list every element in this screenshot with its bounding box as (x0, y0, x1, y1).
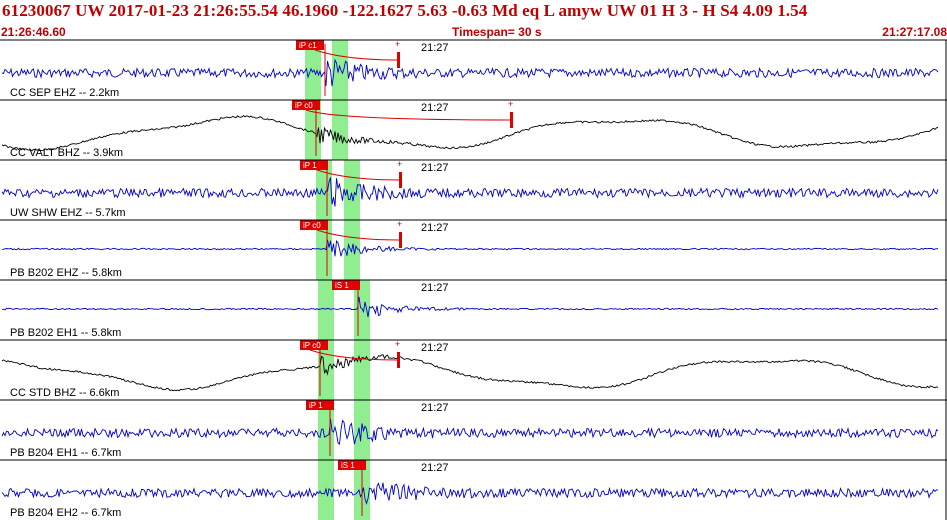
trace-time-label: 21:27 (421, 162, 449, 174)
trace-time-label: 21:27 (421, 222, 449, 234)
coda-end-marker[interactable] (510, 112, 513, 128)
waveform-line (1, 177, 939, 207)
pick-flag[interactable] (296, 40, 324, 50)
trace-time-label: 21:27 (421, 462, 449, 474)
coda-end-marker[interactable] (397, 52, 400, 68)
pick-window (344, 160, 360, 220)
plus-marker: + (395, 339, 400, 349)
coda-end-marker[interactable] (399, 232, 402, 248)
trace-panel[interactable]: + iP c0 21:27 PB B202 EHZ -- 5.8km (0, 219, 947, 280)
trace-panel[interactable]: + iP 1 21:27 UW SHW EHZ -- 5.7km (0, 159, 947, 220)
pick-flag-label: iS 1 (341, 461, 355, 470)
trace-panel[interactable]: iS 1 21:27 PB B204 EH2 -- 6.7km (0, 459, 947, 520)
pick-flag-label: iP 1 (309, 401, 323, 410)
waveform-line (1, 482, 938, 505)
waveform-line (1, 115, 939, 152)
pick-flag[interactable] (332, 280, 360, 290)
trace-channel-label: CC SEP EHZ -- 2.2km (10, 87, 119, 99)
trace-channel-label: PB B202 EHZ -- 5.8km (10, 267, 122, 279)
trace-channel-label: UW SHW EHZ -- 5.7km (10, 207, 126, 219)
pick-flag[interactable] (338, 460, 366, 470)
plus-marker: + (395, 39, 400, 49)
pick-flag[interactable] (300, 220, 328, 230)
pick-flag[interactable] (300, 340, 328, 350)
trace-time-label: 21:27 (421, 102, 449, 114)
coda-end-marker[interactable] (399, 172, 402, 188)
trace-time-label: 21:27 (421, 42, 449, 54)
trace-panel[interactable]: iP 1 21:27 PB B204 EH1 -- 6.7km (0, 399, 947, 460)
start-time-label: 21:26:46.60 (1, 25, 66, 39)
pick-window (354, 400, 370, 460)
pick-flag-label: iS 1 (335, 281, 349, 290)
pick-flag[interactable] (300, 160, 328, 170)
coda-end-marker[interactable] (397, 352, 400, 368)
event-summary-line: 61230067 UW 2017-01-23 21:26:55.54 46.19… (2, 1, 808, 20)
event-header: 61230067 UW 2017-01-23 21:26:55.54 46.19… (0, 0, 947, 24)
waveform-line (1, 58, 939, 87)
coda-line (316, 229, 401, 241)
pick-flag-label: iP c1 (299, 41, 317, 50)
pick-flag-label: iP 1 (303, 161, 317, 170)
pick-window (305, 100, 321, 160)
end-time-label: 21:27:17.08 (882, 25, 947, 39)
pick-flag[interactable] (306, 400, 334, 410)
trace-channel-label: CC VALT BHZ -- 3.9km (10, 147, 123, 159)
waveform-line (1, 354, 939, 392)
pick-flag-label: iP c0 (295, 101, 313, 110)
coda-line (309, 349, 399, 361)
trace-panel[interactable]: + iP c0 21:27 CC VALT BHZ -- 3.9km (0, 99, 947, 160)
trace-channel-label: PB B204 EH1 -- 6.7km (10, 447, 121, 459)
coda-line (314, 49, 399, 61)
waveform-line (2, 296, 939, 318)
pick-flag-label: iP c0 (303, 341, 321, 350)
pick-window (332, 100, 348, 160)
trace-time-label: 21:27 (421, 282, 449, 294)
plus-marker: + (508, 99, 513, 109)
waveform-line (1, 418, 939, 445)
trace-channel-label: CC STD BHZ -- 6.6km (10, 387, 119, 399)
trace-channel-label: PB B204 EH2 -- 6.7km (10, 507, 121, 519)
pick-window (305, 40, 321, 100)
trace-panel[interactable]: iS 1 21:27 PB B202 EH1 -- 5.8km (0, 279, 947, 340)
trace-panel[interactable]: + iP c0 21:27 CC STD BHZ -- 6.6km (0, 339, 947, 400)
timespan-label: Timespan= 30 s (452, 25, 542, 39)
pick-window (354, 340, 370, 400)
plus-marker: + (397, 219, 402, 229)
pick-flag-label: iP c0 (303, 221, 321, 230)
pick-window (316, 220, 332, 280)
pick-flag[interactable] (292, 100, 320, 110)
trace-panel[interactable]: + iP c1 21:27 CC SEP EHZ -- 2.2km (0, 39, 947, 100)
coda-line (316, 169, 401, 181)
trace-time-label: 21:27 (421, 342, 449, 354)
waveform-line (1, 239, 939, 257)
pick-window (316, 160, 332, 220)
plus-marker: + (397, 159, 402, 169)
trace-time-label: 21:27 (421, 402, 449, 414)
pick-window (318, 280, 334, 340)
trace-channel-label: PB B202 EH1 -- 5.8km (10, 327, 121, 339)
